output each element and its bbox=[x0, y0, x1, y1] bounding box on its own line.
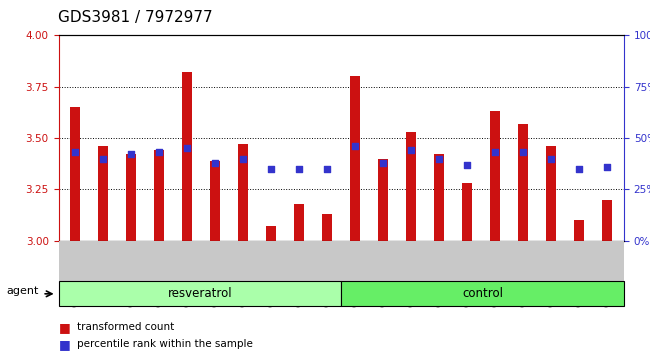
Text: agent: agent bbox=[6, 286, 39, 296]
Text: GDS3981 / 7972977: GDS3981 / 7972977 bbox=[58, 10, 213, 25]
Point bbox=[518, 150, 528, 155]
Point bbox=[294, 166, 304, 172]
Bar bbox=[518, 124, 528, 241]
Point bbox=[602, 164, 612, 170]
Bar bbox=[126, 154, 136, 241]
Bar bbox=[183, 72, 192, 241]
Point bbox=[378, 160, 389, 166]
Bar bbox=[211, 161, 220, 241]
Bar bbox=[155, 150, 164, 241]
Bar bbox=[294, 204, 304, 241]
Point bbox=[350, 143, 361, 149]
Bar bbox=[70, 107, 80, 241]
Point bbox=[462, 162, 473, 167]
Bar bbox=[490, 112, 500, 241]
Point bbox=[406, 148, 417, 153]
Bar bbox=[575, 220, 584, 241]
Bar bbox=[239, 144, 248, 241]
Point bbox=[434, 156, 445, 161]
Bar bbox=[434, 154, 444, 241]
Text: control: control bbox=[462, 287, 503, 300]
Point bbox=[154, 150, 164, 155]
Bar bbox=[546, 146, 556, 241]
Bar bbox=[266, 226, 276, 241]
Bar bbox=[462, 183, 472, 241]
Bar bbox=[98, 146, 108, 241]
Bar bbox=[378, 159, 388, 241]
Point bbox=[126, 152, 136, 157]
Point bbox=[322, 166, 332, 172]
Point bbox=[574, 166, 584, 172]
Point bbox=[266, 166, 276, 172]
Point bbox=[182, 145, 192, 151]
Text: ■: ■ bbox=[58, 321, 70, 334]
Point bbox=[98, 156, 109, 161]
Point bbox=[238, 156, 248, 161]
Bar bbox=[322, 214, 332, 241]
Text: ■: ■ bbox=[58, 338, 70, 351]
Bar bbox=[406, 132, 416, 241]
Bar bbox=[603, 200, 612, 241]
Text: resveratrol: resveratrol bbox=[168, 287, 232, 300]
Text: percentile rank within the sample: percentile rank within the sample bbox=[77, 339, 253, 349]
Text: transformed count: transformed count bbox=[77, 322, 174, 332]
Point bbox=[546, 156, 556, 161]
Point bbox=[70, 150, 81, 155]
Point bbox=[490, 150, 501, 155]
Point bbox=[210, 160, 220, 166]
Bar bbox=[350, 76, 360, 241]
